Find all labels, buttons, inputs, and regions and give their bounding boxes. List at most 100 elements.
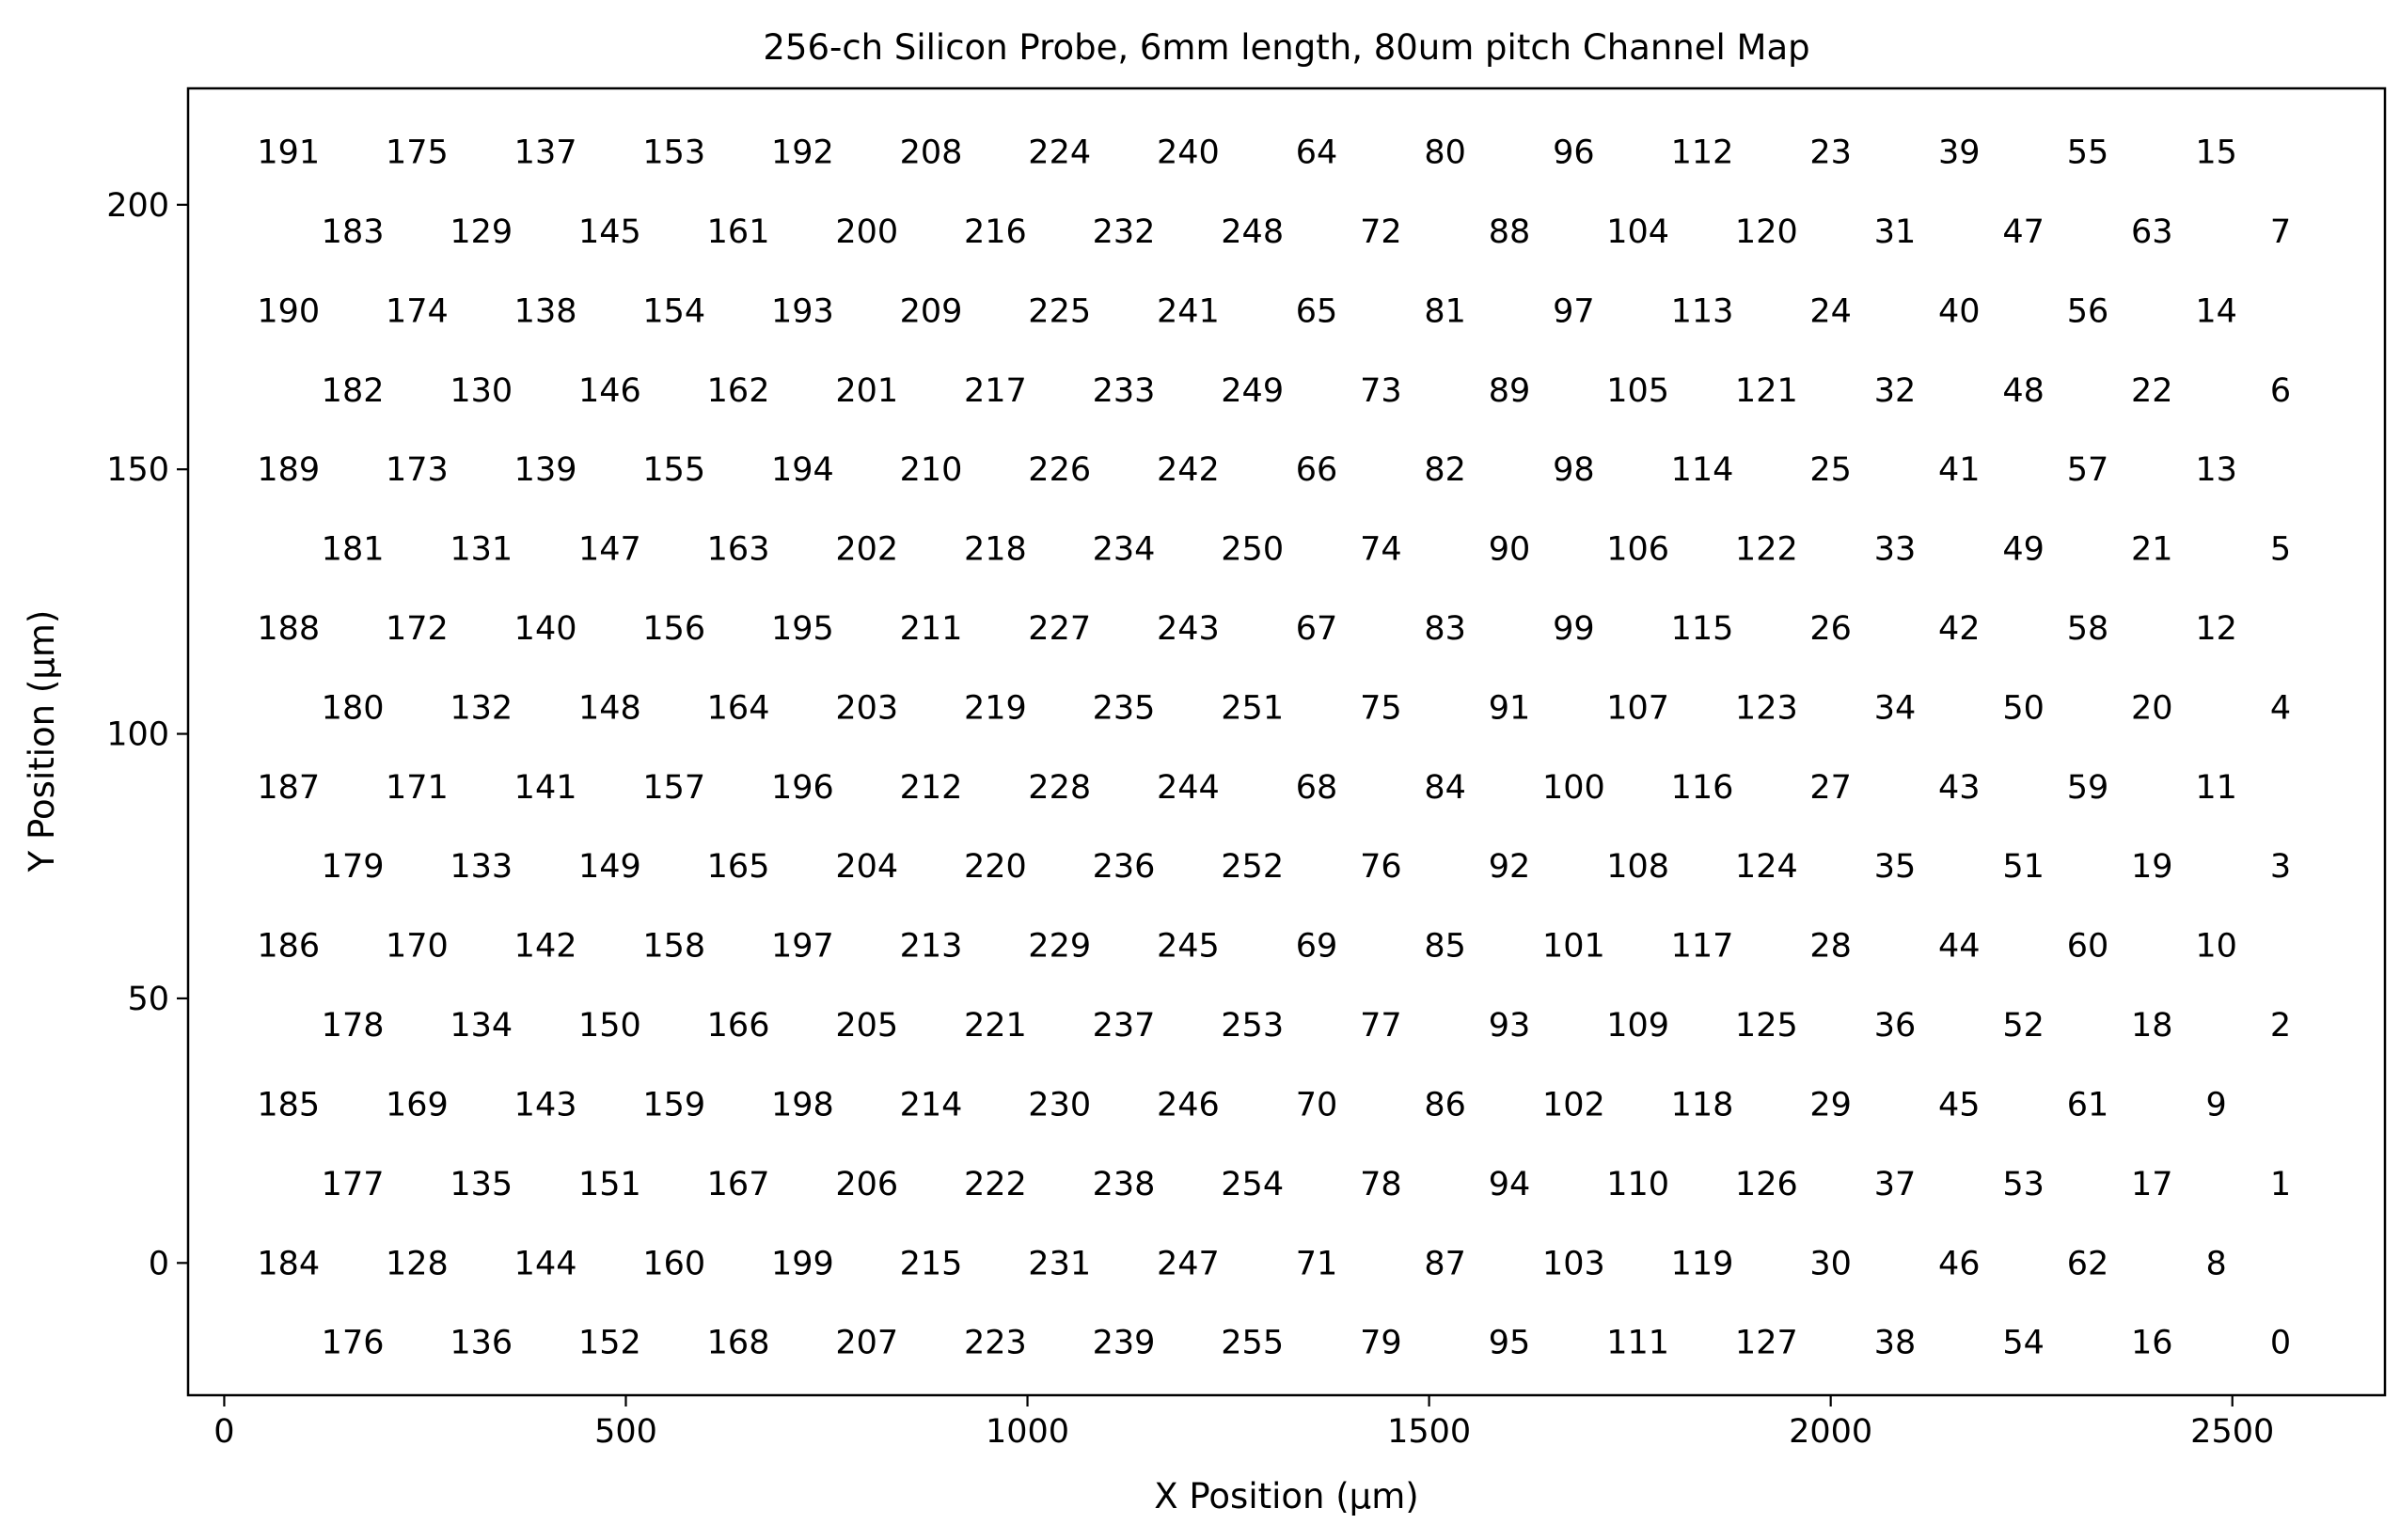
channel-point: 169 <box>386 1086 449 1124</box>
channel-point: 68 <box>1296 769 1338 807</box>
plot-frame <box>186 86 2387 1397</box>
channel-point: 192 <box>771 134 834 172</box>
channel-point: 58 <box>2067 610 2109 648</box>
channel-point: 159 <box>642 1086 705 1124</box>
channel-point: 174 <box>386 292 449 330</box>
chart-title: 256-ch Silicon Probe, 6mm length, 80um p… <box>763 27 1809 68</box>
channel-point: 183 <box>322 213 385 251</box>
channel-point: 75 <box>1360 689 1402 727</box>
channel-point: 51 <box>2002 848 2045 886</box>
channel-point: 38 <box>1874 1325 1917 1362</box>
channel-point: 167 <box>707 1166 770 1203</box>
channel-points: 191 175 137 153 192 208 224 240 64 80 96 112 23 39 55 1… <box>257 134 2291 1362</box>
channel-point: 82 <box>1424 451 1466 489</box>
channel-point: 121 <box>1735 372 1798 410</box>
channel-point: 21 <box>2131 531 2173 569</box>
channel-point: 94 <box>1489 1166 1531 1203</box>
channel-point: 87 <box>1424 1245 1466 1282</box>
channel-point: 224 <box>1028 134 1091 172</box>
channel-point: 153 <box>642 134 705 172</box>
channel-point: 5 <box>2270 531 2291 569</box>
channel-point: 190 <box>257 292 320 330</box>
channel-point: 66 <box>1296 451 1338 489</box>
channel-point: 54 <box>2002 1325 2045 1362</box>
channel-point: 117 <box>1671 928 1734 966</box>
channel-point: 227 <box>1028 610 1091 648</box>
channel-point: 88 <box>1489 213 1531 251</box>
channel-point: 76 <box>1360 848 1402 886</box>
channel-point: 24 <box>1809 292 1852 330</box>
channel-point: 64 <box>1296 134 1338 172</box>
channel-point: 56 <box>2067 292 2109 330</box>
channel-point: 149 <box>578 848 641 886</box>
channel-point: 61 <box>2067 1086 2109 1124</box>
channel-point: 182 <box>322 372 385 410</box>
channel-point: 102 <box>1542 1086 1605 1124</box>
channel-point: 137 <box>514 134 577 172</box>
channel-point: 101 <box>1542 928 1605 966</box>
channel-point: 35 <box>1874 848 1917 886</box>
channel-point: 12 <box>2195 610 2237 648</box>
channel-point: 140 <box>514 610 577 648</box>
channel-point: 210 <box>900 451 963 489</box>
channel-point: 1 <box>2270 1166 2291 1203</box>
y-tick-label: 150 <box>106 451 169 489</box>
channel-point: 228 <box>1028 769 1091 807</box>
channel-point: 70 <box>1296 1086 1338 1124</box>
channel-point: 160 <box>642 1245 705 1282</box>
channel-point: 110 <box>1606 1166 1669 1203</box>
channel-point: 239 <box>1093 1325 1156 1362</box>
channel-point: 37 <box>1874 1166 1917 1203</box>
channel-point: 204 <box>835 848 898 886</box>
channel-point: 215 <box>900 1245 963 1282</box>
channel-point: 162 <box>707 372 770 410</box>
channel-point: 245 <box>1157 928 1220 966</box>
channel-point: 255 <box>1221 1325 1284 1362</box>
channel-point: 6 <box>2270 372 2291 410</box>
channel-point: 25 <box>1809 451 1852 489</box>
channel-point: 65 <box>1296 292 1338 330</box>
channel-point: 143 <box>514 1086 577 1124</box>
channel-point: 7 <box>2270 213 2291 251</box>
channel-point: 130 <box>450 372 513 410</box>
channel-point: 165 <box>707 848 770 886</box>
channel-point: 109 <box>1606 1007 1669 1045</box>
channel-point: 213 <box>900 928 963 966</box>
channel-point: 31 <box>1874 213 1917 251</box>
channel-point: 179 <box>322 848 385 886</box>
channel-point: 3 <box>2270 848 2291 886</box>
channel-point: 44 <box>1938 928 1981 966</box>
channel-point: 113 <box>1671 292 1734 330</box>
channel-point: 181 <box>322 531 385 569</box>
channel-point: 133 <box>450 848 513 886</box>
x-tick-label: 1500 <box>1387 1413 1471 1451</box>
channel-point: 218 <box>964 531 1027 569</box>
channel-point: 81 <box>1424 292 1466 330</box>
channel-point: 122 <box>1735 531 1798 569</box>
channel-point: 148 <box>578 689 641 727</box>
channel-point: 184 <box>257 1245 320 1282</box>
channel-point: 46 <box>1938 1245 1981 1282</box>
channel-point: 55 <box>2067 134 2109 172</box>
channel-point: 90 <box>1489 531 1531 569</box>
channel-point: 244 <box>1157 769 1220 807</box>
channel-point: 30 <box>1809 1245 1852 1282</box>
channel-point: 199 <box>771 1245 834 1282</box>
channel-point: 4 <box>2270 689 2291 727</box>
channel-point: 103 <box>1542 1245 1605 1282</box>
channel-point: 220 <box>964 848 1027 886</box>
channel-point: 201 <box>835 372 898 410</box>
channel-point: 226 <box>1028 451 1091 489</box>
channel-point: 139 <box>514 451 577 489</box>
channel-point: 233 <box>1093 372 1156 410</box>
channel-point: 57 <box>2067 451 2109 489</box>
channel-point: 41 <box>1938 451 1981 489</box>
channel-point: 13 <box>2195 451 2237 489</box>
channel-point: 8 <box>2205 1245 2226 1282</box>
x-tick-label: 500 <box>594 1413 657 1451</box>
channel-point: 98 <box>1553 451 1595 489</box>
channel-point: 238 <box>1093 1166 1156 1203</box>
channel-point: 95 <box>1489 1325 1531 1362</box>
channel-point: 150 <box>578 1007 641 1045</box>
